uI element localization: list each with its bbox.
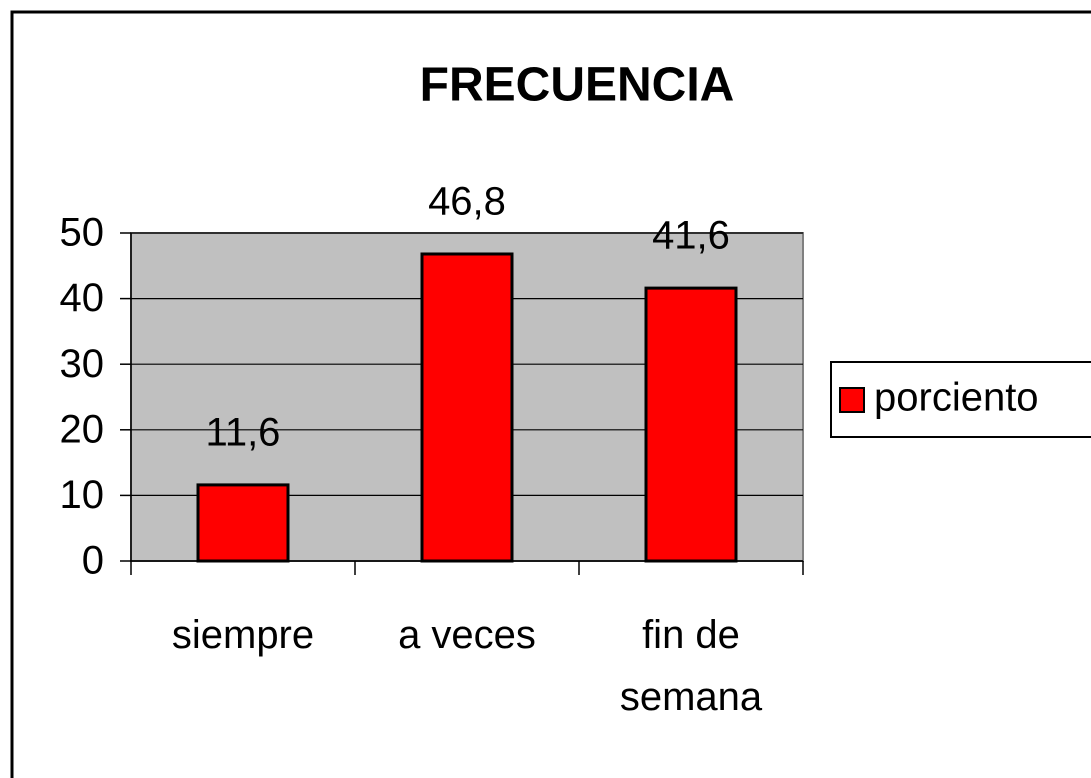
y-tick-label: 0 [82, 539, 104, 583]
x-tick-label: fin de semana [619, 613, 763, 719]
data-label: 11,6 [206, 410, 281, 454]
y-tick-label: 40 [60, 276, 105, 320]
x-tick-label: siempre [171, 613, 315, 657]
y-tick-label: 30 [60, 342, 105, 386]
y-tick-label: 10 [60, 473, 105, 517]
y-tick-label: 50 [60, 211, 105, 255]
legend-box [830, 361, 1091, 438]
data-label: 41,6 [652, 214, 730, 258]
bar [196, 483, 290, 563]
data-label: 46,8 [428, 180, 506, 224]
y-tick-label: 20 [60, 407, 105, 451]
bar [644, 286, 738, 563]
bar [420, 252, 514, 563]
chart-title: FRECUENCIA [420, 59, 735, 112]
legend-label: porciento [874, 376, 1039, 420]
x-tick-label: a veces [398, 613, 536, 657]
legend-swatch [839, 387, 865, 413]
